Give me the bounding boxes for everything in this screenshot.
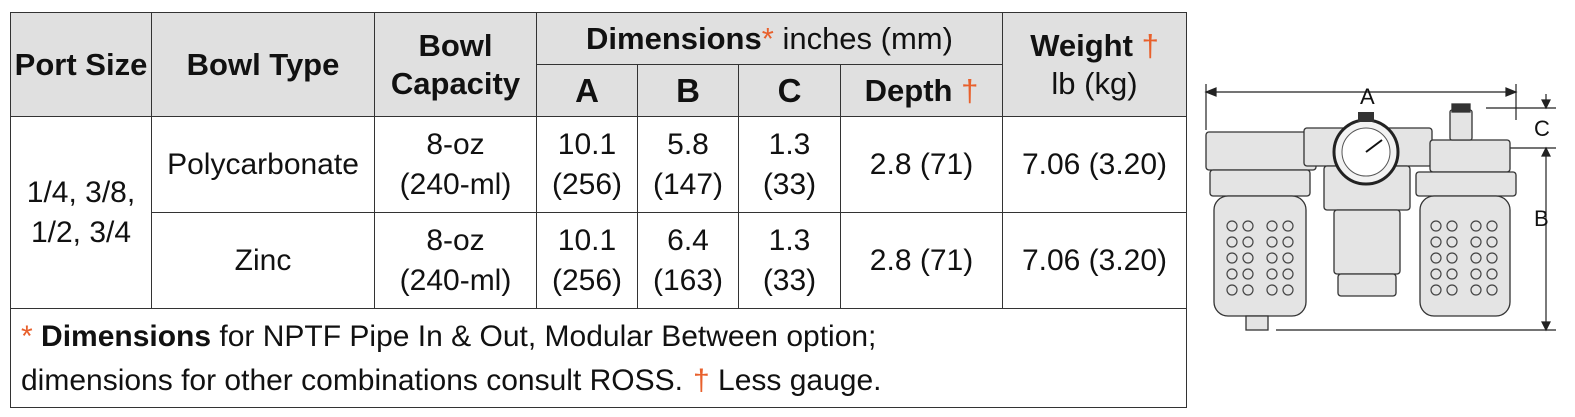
footnote-row: * Dimensions for NPTF Pipe In & Out, Mod…	[10, 308, 1187, 408]
port-size-line1: 1/4, 3/8,	[26, 175, 136, 209]
spec-table: Port Size Bowl Type Bowl Capacity Dimens…	[10, 12, 1187, 408]
footnote: * Dimensions for NPTF Pipe In & Out, Mod…	[10, 308, 1187, 408]
cell-bowl-type: Polycarbonate	[151, 116, 375, 213]
label-a: A	[1360, 84, 1375, 109]
cell-depth: 2.8 (71)	[840, 116, 1003, 213]
header-dimensions-title: Dimensions	[586, 20, 762, 56]
cell-dim-b: 6.4 (163)	[637, 212, 739, 309]
port-size-line2: 1/2, 3/4	[30, 215, 132, 249]
header-col-a: A	[536, 64, 638, 117]
header-depth: Depth †	[840, 64, 1003, 117]
cell-dim-a: 10.1 (256)	[536, 116, 638, 213]
label-b: B	[1534, 206, 1549, 231]
header-col-b: B	[637, 64, 739, 117]
cell-depth: 2.8 (71)	[840, 212, 1003, 309]
cell-dim-c: 1.3 (33)	[738, 116, 841, 213]
footnote-line1: * Dimensions for NPTF Pipe In & Out, Mod…	[21, 320, 877, 353]
header-weight-units: lb (kg)	[1051, 65, 1138, 101]
header-bowl-capacity-line2: Capacity	[390, 65, 521, 101]
header-bowl-type: Bowl Type	[151, 12, 375, 117]
cell-dim-b: 5.8 (147)	[637, 116, 739, 213]
header-dimensions-asterisk: *	[761, 20, 774, 56]
header-col-c: C	[738, 64, 841, 117]
header-dimensions-units: inches (mm)	[773, 20, 953, 56]
header-bowl-capacity: Bowl Capacity	[374, 12, 537, 117]
header-port-size: Port Size	[10, 12, 152, 117]
header-weight-dagger: †	[1141, 27, 1159, 63]
label-c: C	[1534, 116, 1550, 141]
frl-dimension-diagram: A C B	[1204, 84, 1556, 332]
cell-weight: 7.06 (3.20)	[1002, 116, 1187, 213]
cell-bowl-type: Zinc	[151, 212, 375, 309]
header-weight-title: Weight	[1030, 27, 1133, 63]
header-depth-dagger: †	[961, 72, 979, 108]
table-row: Zinc 8-oz (240-ml) 10.1 (256) 6.4 (163) 1.3…	[11, 212, 1187, 309]
header-depth-title: Depth	[864, 72, 953, 108]
table-row: 1/4, 3/8, 1/2, 3/4 Polycarbonate 8-oz (24…	[10, 116, 1187, 309]
footnote-line2: dimensions for other combinations consul…	[21, 364, 882, 397]
cell-dim-a: 10.1 (256)	[536, 212, 638, 309]
cell-capacity: 8-oz (240-ml)	[374, 212, 537, 309]
footnote-dagger: †	[692, 364, 710, 397]
filter-unit	[1205, 131, 1317, 331]
cell-weight: 7.06 (3.20)	[1002, 212, 1187, 309]
cell-dim-c: 1.3 (33)	[738, 212, 841, 309]
pressure-gauge-icon	[1332, 112, 1400, 186]
header-weight: Weight † lb (kg)	[1002, 12, 1187, 117]
header-dimensions: Dimensions* inches (mm)	[536, 12, 1003, 65]
header-bowl-capacity-line1: Bowl	[418, 27, 493, 63]
cell-capacity: 8-oz (240-ml)	[374, 116, 537, 213]
cell-port-size: 1/4, 3/8, 1/2, 3/4	[10, 116, 152, 309]
